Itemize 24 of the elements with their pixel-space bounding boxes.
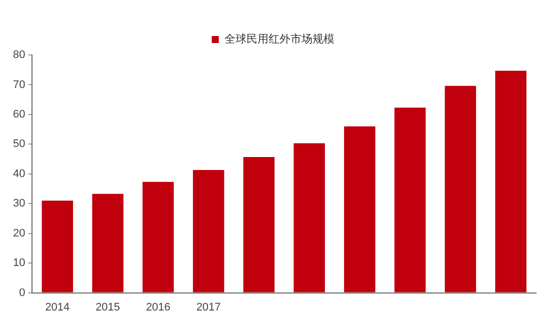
y-tick-label: 0 [19, 286, 26, 299]
x-tick-label: 2017 [196, 301, 221, 314]
legend-label: 全球民用红外市场规模 [224, 32, 334, 46]
bar [142, 182, 174, 292]
y-tick-label: 80 [12, 49, 26, 62]
y-tick-label: 50 [12, 138, 26, 150]
bar [92, 194, 124, 292]
y-tick-label: 30 [12, 198, 26, 210]
bar [294, 143, 325, 292]
x-tick-label: 2015 [96, 301, 120, 314]
bar [243, 156, 275, 292]
bar [42, 200, 74, 292]
bar [192, 170, 224, 292]
y-tick-label: 60 [12, 108, 26, 120]
x-tick-label: 2016 [146, 301, 170, 314]
y-tick-label: 40 [12, 168, 26, 180]
y-tick-label: 10 [12, 257, 26, 270]
x-tick-label: 2014 [45, 301, 70, 314]
bar [344, 126, 376, 292]
bar [495, 70, 526, 292]
y-tick-label: 20 [12, 227, 26, 240]
y-tick-label: 70 [12, 78, 26, 91]
bar [444, 86, 476, 292]
bar [394, 108, 426, 292]
